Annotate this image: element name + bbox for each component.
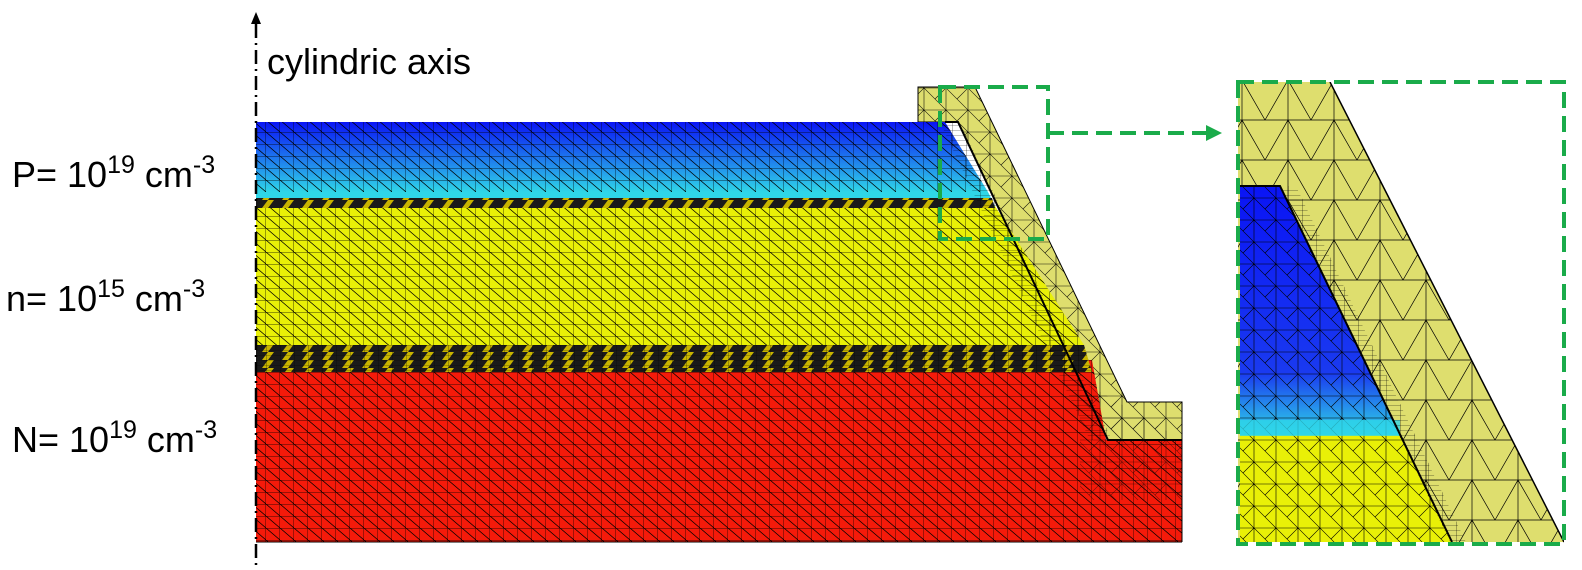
sidewall-dense-mesh (940, 122, 1112, 440)
p-layer-label: P= 1019 cm-3 (12, 151, 215, 195)
upper-junction-band (256, 198, 995, 208)
axis-arrow-icon (251, 12, 261, 24)
zoom-view (1238, 82, 1564, 544)
zoom-arrow-icon (1206, 125, 1222, 141)
zoom-frame (1236, 80, 1566, 546)
axis-label: cylindric axis (267, 41, 471, 82)
n-minus-layer-mesh (256, 206, 1084, 345)
lower-junction-lines (256, 345, 1092, 372)
n-layer-label: n= 1015 cm-3 (6, 275, 205, 319)
device-cross-section (256, 86, 1183, 543)
zoom-junction-band (1240, 420, 1400, 436)
cylindric-axis: cylindric axis (251, 12, 471, 566)
p-plus-layer-mesh (256, 122, 988, 192)
doping-labels: P= 1019 cm-3 n= 1015 cm-3 N= 1019 cm-3 (6, 151, 217, 460)
zoom-outer-edge (1329, 82, 1564, 543)
mesa-sidewall (945, 121, 1182, 441)
n-plus-layer-mesh (256, 360, 1182, 542)
zoom-source-box (938, 85, 1050, 241)
zoom-semiconductor-mesh (1240, 186, 1452, 542)
n-plus-layer-label: N= 1019 cm-3 (12, 416, 217, 460)
zoom-dense-edge (1280, 186, 1466, 542)
zoom-sidewall (1240, 185, 1453, 543)
